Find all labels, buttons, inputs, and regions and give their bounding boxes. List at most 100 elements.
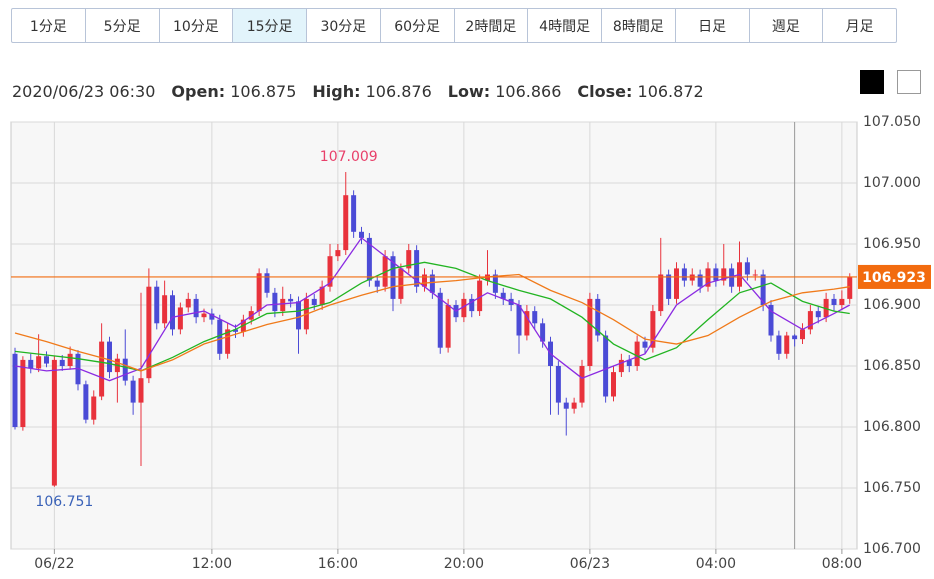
x-tick-label: 06/22	[34, 556, 74, 572]
candle-body	[122, 358, 128, 381]
light-theme-button[interactable]	[897, 70, 921, 94]
candle-body	[366, 237, 372, 281]
x-tick-label: 04:00	[696, 556, 736, 572]
y-tick-label: 106.950	[863, 236, 921, 252]
tab[interactable]: 10分足	[160, 9, 234, 42]
candle-body	[595, 298, 601, 336]
candle-body	[67, 353, 73, 366]
info-label: Low:	[447, 82, 491, 101]
candle-body	[705, 268, 711, 287]
candle-body	[445, 305, 451, 348]
dark-theme-button[interactable]	[860, 70, 884, 94]
candle-body	[288, 298, 294, 302]
info-label: Open:	[171, 82, 226, 101]
candle-body	[571, 402, 577, 409]
y-tick-label: 106.750	[863, 480, 921, 496]
candle-body	[272, 292, 278, 312]
candle-body	[177, 307, 183, 330]
candle-body	[500, 292, 506, 299]
candle-body	[681, 268, 687, 281]
info-value: 106.876	[365, 82, 432, 101]
x-tick-label: 20:00	[444, 556, 484, 572]
candle-body	[335, 250, 341, 257]
candle-body	[524, 311, 530, 336]
tab[interactable]: 60分足	[381, 9, 455, 42]
candle-body	[162, 295, 168, 324]
tab[interactable]: 日足	[676, 9, 750, 42]
candle-body	[563, 402, 569, 409]
moving-average-line	[14, 236, 851, 382]
x-tick-label: 12:00	[192, 556, 232, 572]
candle-body	[217, 319, 223, 354]
candle-body	[319, 286, 325, 305]
info-label: High:	[312, 82, 361, 101]
candle-body	[51, 359, 57, 486]
candle-body	[674, 268, 679, 299]
candle-body	[815, 311, 821, 318]
candle-body	[311, 298, 317, 305]
candle-body	[343, 195, 349, 251]
candle-body	[689, 274, 695, 281]
timeframe-tabs: 1分足 5分足 10分足 15分足 30分足 60分足 2時間足 4時間足 8時間足 日足 週足 月足	[11, 8, 897, 43]
x-tick-label: 08:00	[822, 556, 862, 572]
candle-body	[130, 380, 136, 403]
info-value: 106.872	[637, 82, 704, 101]
candle-body	[713, 268, 719, 281]
candle-body	[264, 273, 270, 293]
candle-body	[280, 298, 286, 312]
candle-body	[351, 195, 357, 232]
candle-body	[831, 298, 837, 305]
candle-body	[36, 356, 42, 369]
candle-body	[185, 298, 191, 308]
tab[interactable]: 週足	[750, 9, 824, 42]
candle-body	[603, 335, 609, 397]
candle-body	[170, 295, 175, 330]
last-price-box	[858, 264, 931, 289]
candle-body	[414, 250, 420, 287]
candle-body	[28, 359, 34, 369]
candle-body	[477, 280, 483, 312]
plot-area	[10, 121, 858, 550]
y-tick-label: 106.850	[863, 358, 921, 374]
candle-body	[12, 353, 18, 427]
candle-body	[618, 359, 624, 373]
candle-body	[555, 366, 561, 403]
extreme-label: 107.009	[320, 149, 378, 165]
tab[interactable]: 8時間足	[602, 9, 676, 42]
candle-body	[374, 280, 380, 287]
candle-body	[390, 256, 396, 299]
candle-body	[729, 268, 735, 287]
candle-body	[44, 356, 49, 364]
candle-body	[587, 298, 593, 366]
candle-body	[768, 305, 774, 336]
tab[interactable]: 2時間足	[455, 9, 529, 42]
datetime: 2020/06/23 06:30	[12, 82, 156, 101]
candle-body	[154, 286, 160, 324]
candle-body	[760, 274, 766, 305]
candle-body	[461, 298, 467, 318]
candle-body	[847, 276, 853, 299]
tab[interactable]: 30分足	[307, 9, 381, 42]
candle-body	[437, 292, 443, 348]
candle-body	[784, 335, 790, 354]
candle-body	[800, 329, 805, 340]
tab[interactable]: 5分足	[86, 9, 160, 42]
tab[interactable]: 15分足	[233, 9, 307, 42]
candle-body	[225, 329, 231, 354]
candle-body	[626, 359, 632, 366]
candle-body	[429, 274, 435, 293]
candle-body	[296, 301, 301, 330]
candle-body	[469, 298, 475, 312]
candle-body	[138, 378, 144, 403]
tab[interactable]: 月足	[845, 18, 874, 35]
candle-body	[83, 384, 89, 420]
candle-body	[650, 311, 656, 348]
tab[interactable]: 4時間足	[528, 9, 602, 42]
x-tick-label: 16:00	[318, 556, 358, 572]
candle-body	[406, 250, 412, 269]
candle-body	[20, 359, 26, 427]
tab[interactable]: 1分足	[12, 9, 86, 42]
candle-body	[579, 366, 585, 403]
candle-body	[398, 268, 404, 299]
